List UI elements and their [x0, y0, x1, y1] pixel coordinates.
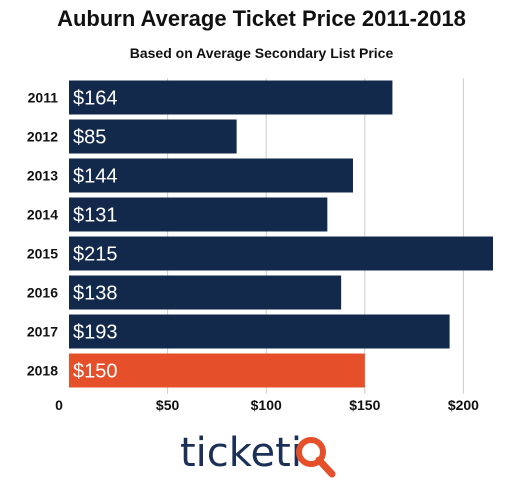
data-label-2011: $164: [73, 88, 118, 110]
chart-title: Auburn Average Ticket Price 2011-2018: [57, 6, 466, 31]
category-label-2018: 2018: [27, 363, 58, 379]
bar-2015: [69, 236, 493, 271]
category-label-2017: 2017: [27, 324, 58, 340]
x-tick-label: $150: [349, 397, 380, 413]
category-label-2015: 2015: [27, 246, 58, 262]
category-label-2016: 2016: [27, 285, 58, 301]
x-tick-label: $100: [251, 397, 282, 413]
data-label-2015: $215: [73, 244, 118, 266]
data-label-2012: $85: [73, 127, 106, 149]
bar-2017: [69, 314, 450, 349]
data-label-2014: $131: [73, 205, 118, 227]
bar-chart: $164 2011 $85 2012 $144 2013 $131 2014 $215 2015 $…: [27, 78, 493, 413]
category-label-2013: 2013: [27, 168, 58, 184]
bar-2011: [69, 80, 393, 115]
data-label-2017: $193: [73, 322, 118, 344]
bar-2014: [69, 197, 328, 232]
bar-2018: [69, 353, 365, 388]
x-tick-label: $200: [448, 397, 479, 413]
bar-2012: [69, 119, 237, 154]
x-tick-label: 0: [55, 397, 63, 413]
chart-subtitle: Based on Average Secondary List Price: [129, 45, 394, 61]
data-label-2016: $138: [73, 283, 118, 305]
category-label-2011: 2011: [28, 90, 59, 106]
data-label-2013: $144: [73, 166, 118, 188]
x-tick-label: $50: [156, 397, 180, 413]
bar-2016: [69, 275, 342, 310]
category-label-2014: 2014: [27, 207, 58, 223]
data-label-2018: $150: [73, 361, 118, 383]
ticketiq-logo: ticketi: [180, 430, 336, 478]
bar-2013: [69, 158, 353, 193]
logo-q-magnifier-icon: [296, 437, 336, 478]
logo-wordmark: ticketi: [180, 430, 302, 476]
category-label-2012: 2012: [27, 129, 58, 145]
